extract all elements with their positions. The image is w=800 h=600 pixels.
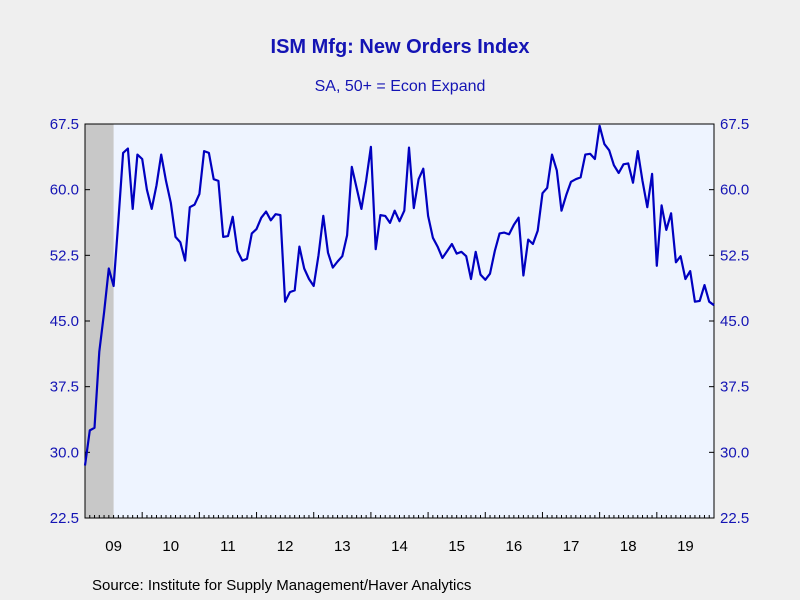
series-line bbox=[83, 124, 715, 466]
x-tick-label: 13 bbox=[334, 538, 351, 555]
y-tick-label-right: 37.5 bbox=[720, 379, 749, 396]
x-tick-label: 16 bbox=[506, 538, 523, 555]
x-tick-label: 10 bbox=[162, 538, 179, 555]
y-tick-label-left: 30.0 bbox=[50, 444, 79, 461]
y-tick-label-right: 22.5 bbox=[720, 510, 749, 527]
y-tick-label-right: 67.5 bbox=[720, 116, 749, 133]
chart-subtitle: SA, 50+ = Econ Expand bbox=[314, 78, 486, 95]
y-tick-label-left: 22.5 bbox=[50, 510, 79, 527]
x-tick-label: 19 bbox=[677, 538, 694, 555]
y-tick-label-right: 52.5 bbox=[720, 247, 749, 264]
x-tick-label: 11 bbox=[220, 538, 236, 555]
x-tick-label: 09 bbox=[105, 538, 122, 555]
y-tick-label-left: 52.5 bbox=[50, 247, 79, 264]
y-tick-label-left: 60.0 bbox=[50, 182, 79, 199]
y-tick-label-left: 67.5 bbox=[50, 116, 79, 133]
y-tick-label-right: 45.0 bbox=[720, 313, 749, 330]
chart-source: Source: Institute for Supply Management/… bbox=[92, 577, 472, 594]
x-tick-label: 14 bbox=[391, 538, 408, 555]
y-tick-label-left: 37.5 bbox=[50, 379, 79, 396]
y-tick-label-right: 30.0 bbox=[720, 444, 749, 461]
x-tick-label: 12 bbox=[277, 538, 294, 555]
x-tick-label: 15 bbox=[448, 538, 465, 555]
y-tick-label-left: 45.0 bbox=[50, 313, 79, 330]
x-tick-label: 17 bbox=[563, 538, 580, 555]
y-tick-label-right: 60.0 bbox=[720, 182, 749, 199]
x-tick-label: 18 bbox=[620, 538, 637, 555]
plot-area bbox=[85, 124, 714, 518]
chart-title: ISM Mfg: New Orders Index bbox=[270, 36, 530, 58]
